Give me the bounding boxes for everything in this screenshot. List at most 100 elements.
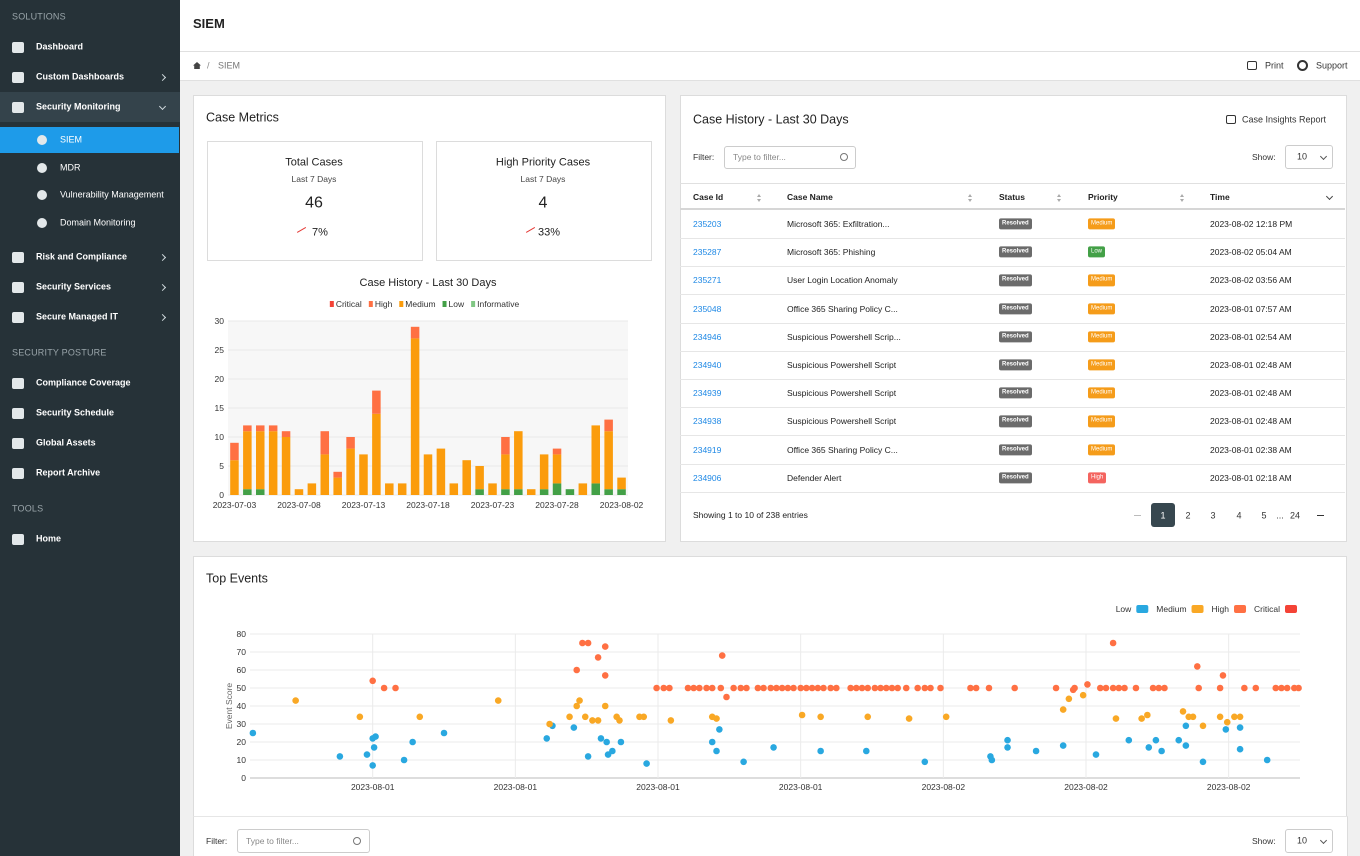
menu-item[interactable]: Risk and Compliance (36, 251, 128, 262)
menu-item[interactable]: Security Schedule (36, 407, 115, 418)
bar-segment (591, 425, 600, 484)
case-id[interactable]: 234939 (693, 388, 722, 399)
submenu-item[interactable]: MDR (60, 162, 81, 173)
menu-item[interactable]: Compliance Coverage (36, 377, 131, 388)
bar-segment (256, 431, 265, 490)
filter-label: Filter: (206, 835, 228, 846)
page-link[interactable]: 24 (1289, 510, 1301, 521)
page-link[interactable]: 1 (1160, 510, 1166, 521)
point (597, 735, 605, 742)
sort-down (1180, 199, 1184, 204)
point (894, 684, 901, 692)
submenu-item[interactable]: Vulnerability Management (60, 189, 164, 200)
sidebar-heading: TOOLS (12, 503, 44, 514)
show-value: 10 (1297, 151, 1308, 162)
case-table-card (680, 95, 1347, 542)
point (370, 744, 378, 751)
x-tick-label: 2023-08-01 (636, 782, 680, 792)
y-tick-label: 25 (215, 345, 225, 355)
point (589, 717, 596, 724)
point (494, 697, 502, 704)
legend-swatch (399, 301, 404, 307)
y-tick-label: 70 (237, 647, 247, 657)
page-link[interactable]: ... (1276, 510, 1284, 521)
menu-icon (12, 72, 24, 83)
column-header[interactable]: Case Name (787, 191, 833, 202)
menu-item[interactable]: Global Assets (36, 437, 96, 448)
submenu-item[interactable]: Domain Monitoring (60, 217, 136, 228)
submenu-item[interactable]: SIEM (60, 134, 83, 145)
case-time: 2023-08-01 02:48 AM (1210, 359, 1292, 370)
show-select[interactable] (1285, 145, 1333, 169)
row-border (680, 238, 1345, 239)
page-link[interactable]: 3 (1210, 510, 1216, 521)
menu-item[interactable]: Security Monitoring (36, 101, 121, 112)
menu-item[interactable]: Report Archive (36, 467, 101, 478)
menu-item[interactable]: Home (36, 533, 62, 544)
point (603, 738, 610, 746)
case-name: Suspicious Powershell Script (787, 416, 897, 427)
point (773, 684, 780, 692)
case-id[interactable]: 235048 (693, 303, 722, 314)
print-icon (1226, 115, 1236, 124)
report-button[interactable]: Case Insights Report (1242, 114, 1327, 125)
point (716, 726, 723, 733)
point (440, 729, 448, 737)
filter-input[interactable] (724, 146, 856, 169)
column-header[interactable]: Time (1210, 191, 1230, 202)
bar-segment (256, 489, 265, 495)
page-link[interactable]: 2 (1185, 510, 1191, 521)
action-link[interactable]: Support (1316, 60, 1348, 71)
menu-item[interactable]: Custom Dashboards (36, 71, 125, 82)
case-id[interactable]: 234906 (693, 472, 722, 483)
point (573, 666, 580, 674)
case-id[interactable]: 234940 (693, 359, 722, 370)
breadcrumb-current: SIEM (218, 60, 241, 71)
bar-segment (320, 431, 330, 455)
point (1182, 742, 1190, 749)
case-id[interactable]: 234919 (693, 444, 722, 455)
point (1102, 684, 1110, 692)
case-id[interactable]: 234938 (693, 416, 722, 427)
status-badge: Resolved (999, 387, 1032, 399)
case-id[interactable]: 235271 (693, 275, 722, 286)
show-label: Show: (1252, 151, 1276, 162)
point (1004, 744, 1011, 751)
bar-segment (410, 338, 420, 495)
menu-item[interactable]: Dashboard (36, 41, 84, 52)
point (817, 713, 824, 721)
breadcrumb-separator: / (207, 60, 210, 71)
bar-segment (372, 390, 381, 414)
column-header[interactable]: Status (999, 191, 1025, 202)
menu-item[interactable]: Secure Managed IT (36, 311, 119, 322)
point (546, 720, 553, 728)
y-tick-label: 10 (215, 432, 225, 442)
case-name: Microsoft 365: Exfiltration... (787, 218, 890, 229)
point (988, 756, 996, 764)
page-link[interactable]: 5 (1261, 510, 1267, 521)
bar-segment (346, 448, 355, 495)
point (790, 684, 797, 692)
case-id[interactable]: 235287 (693, 247, 722, 258)
show-select[interactable] (1285, 829, 1333, 853)
point (1052, 684, 1060, 692)
page-active (1151, 503, 1175, 527)
case-id[interactable]: 235203 (693, 218, 722, 229)
legend-swatch (329, 301, 334, 307)
point (643, 760, 650, 767)
column-header[interactable]: Case Id (693, 191, 724, 202)
action-link[interactable]: Print (1265, 60, 1284, 71)
row-border (680, 294, 1345, 296)
sidebar-heading: SECURITY POSTURE (12, 347, 107, 358)
page-link[interactable]: 4 (1236, 510, 1242, 521)
point (808, 684, 816, 692)
menu-item[interactable]: Security Services (36, 281, 112, 292)
menu-icon (12, 377, 24, 389)
point (740, 758, 747, 766)
card-title: Case Metrics (206, 110, 279, 125)
filter-input[interactable] (237, 829, 370, 853)
case-name: Office 365 Sharing Policy C... (787, 444, 898, 455)
case-id[interactable]: 234946 (693, 331, 722, 342)
column-header[interactable]: Priority (1088, 191, 1118, 202)
